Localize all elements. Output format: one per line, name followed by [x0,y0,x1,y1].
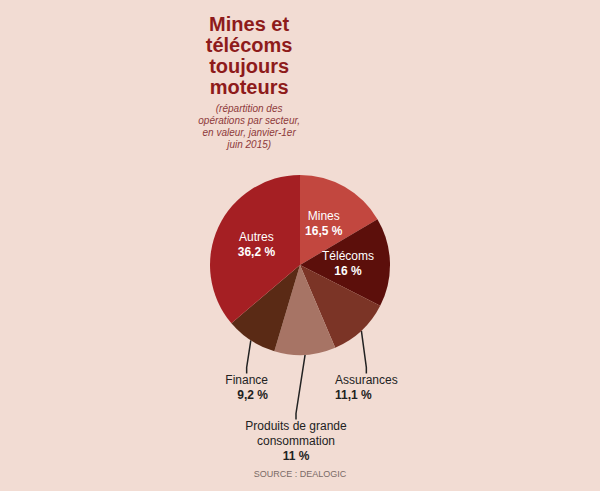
svg-text:opérations par secteur,: opérations par secteur, [198,115,300,126]
svg-text:11,1 %: 11,1 % [335,388,372,402]
svg-text:16,5 %: 16,5 % [305,224,343,238]
svg-text:Mines: Mines [308,209,340,223]
svg-text:Télécoms: Télécoms [322,249,374,263]
svg-text:Assurances: Assurances [335,373,398,387]
svg-text:Produits de grande: Produits de grande [245,419,347,433]
svg-text:télécoms: télécoms [206,34,293,56]
svg-text:(répartition des: (répartition des [216,103,283,114]
svg-text:9,2 %: 9,2 % [237,388,268,402]
svg-text:Autres: Autres [239,230,274,244]
svg-text:moteurs: moteurs [210,76,289,98]
svg-text:36,2 %: 36,2 % [238,245,276,259]
svg-text:en valeur, janvier-1er: en valeur, janvier-1er [203,127,297,138]
svg-text:toujours: toujours [209,55,289,77]
svg-text:Finance: Finance [225,373,268,387]
svg-text:SOURCE : DEALOGIC: SOURCE : DEALOGIC [254,469,347,479]
svg-text:consommation: consommation [257,434,335,448]
svg-text:Mines et: Mines et [209,13,289,35]
svg-text:16 %: 16 % [334,264,362,278]
svg-text:juin 2015): juin 2015) [225,139,271,150]
svg-text:11 %: 11 % [283,449,310,463]
